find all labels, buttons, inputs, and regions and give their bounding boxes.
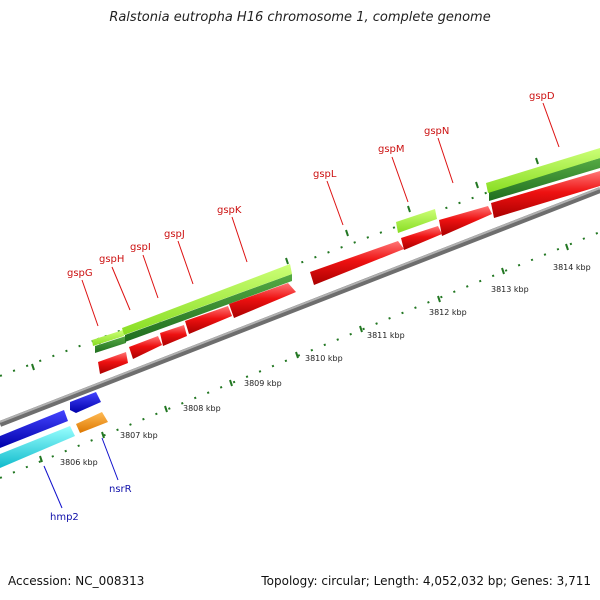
cds-arrow (185, 306, 232, 334)
cds-arrow (98, 352, 128, 374)
kbp-label: 3806 kbp (60, 458, 98, 467)
kbp-labels: 3806 kbp 3807 kbp 3808 kbp 3809 kbp 3810… (60, 263, 591, 467)
cds-arrow (310, 241, 404, 285)
gene-bar-track (92, 148, 600, 353)
gene-bar-light (396, 209, 437, 233)
kbp-label: 3809 kbp (244, 379, 282, 388)
kbp-label: 3814 kbp (553, 263, 591, 272)
map-title: Ralstonia eutropha H16 chromosome 1, com… (109, 10, 491, 25)
gene-label-gspH: gspH (99, 254, 124, 265)
cds-arrow (439, 206, 492, 236)
kbp-label: 3808 kbp (183, 404, 221, 413)
gene-label-gspI: gspI (130, 242, 151, 253)
cds-arrow (401, 226, 442, 250)
gene-bar-light (486, 148, 600, 193)
cds-arrow (229, 283, 296, 318)
gene-bar-dark (95, 336, 126, 353)
gene-label-gspL: gspL (313, 169, 337, 180)
cyan-gene (0, 426, 75, 468)
gene-label-nsrR: nsrR (109, 484, 132, 495)
gene-label-hmp2: hmp2 (50, 512, 79, 523)
accession-text: Accession: NC_008313 (8, 574, 145, 588)
genome-meta-text: Topology: circular; Length: 4,052,032 bp… (261, 574, 591, 588)
gene-label-gspG: gspG (67, 268, 93, 279)
kbp-label: 3810 kbp (305, 354, 343, 363)
kbp-label: 3807 kbp (120, 431, 158, 440)
inner-major-ticks (39, 243, 569, 463)
blue-gene-labels (43, 437, 119, 509)
blue-gene-label-text: hmp2 nsrR (50, 484, 132, 523)
red-gene-label-text: gspG gspH gspI gspJ gspK gspL gspM gspN … (67, 91, 555, 279)
gene-label-gspN: gspN (424, 126, 449, 137)
gene-label-gspM: gspM (378, 144, 405, 155)
gene-bar-light (92, 330, 124, 346)
red-gene-labels (81, 102, 560, 327)
cds-arrow (491, 171, 600, 218)
genome-backbone (0, 187, 600, 427)
blue-gene-arrow (70, 392, 101, 413)
blue-gene (0, 410, 68, 448)
kbp-label: 3811 kbp (367, 331, 405, 340)
gene-label-gspJ: gspJ (164, 229, 185, 240)
gene-bar-dark (489, 158, 600, 201)
cds-arrow (160, 325, 187, 346)
kbp-label: 3813 kbp (491, 285, 529, 294)
cds-arrow (129, 336, 162, 359)
gene-bar-dark (125, 274, 292, 342)
gene-label-gspK: gspK (217, 205, 242, 216)
kbp-label: 3812 kbp (429, 308, 467, 317)
gene-label-gspD: gspD (529, 91, 555, 102)
gene-bar-light (122, 264, 292, 335)
orange-gene (76, 412, 108, 433)
red-cds-track (98, 171, 600, 374)
reverse-gene-track (0, 392, 108, 468)
